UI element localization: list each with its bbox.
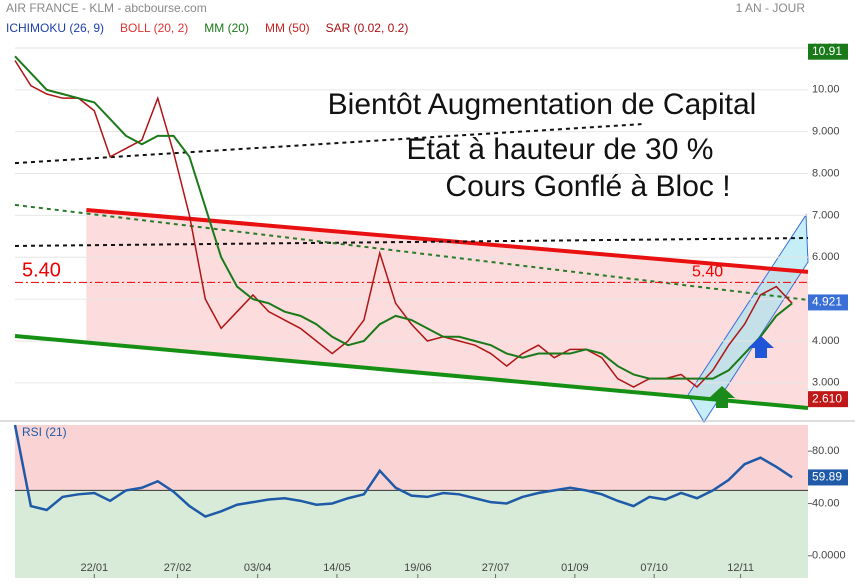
x-tick-label: 22/01 [81,562,109,574]
x-tick-label: 01/09 [561,562,589,574]
price-tag: 2.610 [812,391,842,405]
period: 1 AN - JOUR [736,1,806,15]
y-tick-label: 3.000 [812,377,840,389]
price-tag: 4.921 [812,295,842,309]
price-tag-bg [808,469,848,486]
annotation: Etat à hauteur de 30 % [407,133,714,166]
rsi-tick-label: 0.0000 [812,550,846,562]
rsi-label: RSI (21) [22,425,67,439]
rsi-oversold-zone [15,490,808,578]
rsi-overbought-zone [15,425,808,491]
x-tick-label: 27/02 [164,562,192,574]
price-tag-bg [808,391,848,408]
x-tick-label: 27/07 [482,562,510,574]
level-label: 5.40 [692,264,723,281]
rsi-tick-label: 40.00 [812,497,840,509]
y-tick-label: 6.000 [812,251,840,263]
y-tick-label: 9.000 [812,126,840,138]
trend-line [14,123,642,165]
price-tag-bg [808,294,848,311]
indicator-label: BOLL (20, 2) [120,21,188,35]
annotation: Cours Gonflé à Bloc ! [445,170,730,203]
rsi-tick-label: 80.00 [812,445,840,457]
x-tick-label: 07/10 [640,562,668,574]
indicator-label: MM (20) [204,21,249,35]
y-tick-label: 4.000 [812,335,840,347]
price-tag-bg [808,43,848,60]
x-tick-label: 19/06 [404,562,432,574]
x-tick-label: 14/05 [323,562,351,574]
x-tick-label: 03/04 [244,562,272,574]
x-tick-label: 12/11 [727,562,754,574]
indicator-label: SAR (0.02, 0.2) [326,21,409,35]
series-line [13,424,793,518]
chart-title: AIR FRANCE - KLM - abcbourse.com [6,1,207,15]
y-tick-label: 10.00 [812,84,840,96]
trend-line [14,203,809,301]
level-label: 5.40 [22,260,61,282]
series-line [14,55,793,380]
annotation: Bientôt Augmentation de Capital [328,88,757,121]
price-tag: 10.91 [812,44,842,58]
price-tag: 59.89 [812,470,842,484]
arrow-up [709,386,735,408]
indicator-label: ICHIMOKU (26, 9) [6,21,104,35]
y-tick-label: 8.000 [812,167,840,179]
arrow-up [748,336,774,358]
trend-line [14,333,809,410]
y-tick-label: 7.000 [812,209,840,221]
indicator-label: MM (50) [265,21,310,35]
